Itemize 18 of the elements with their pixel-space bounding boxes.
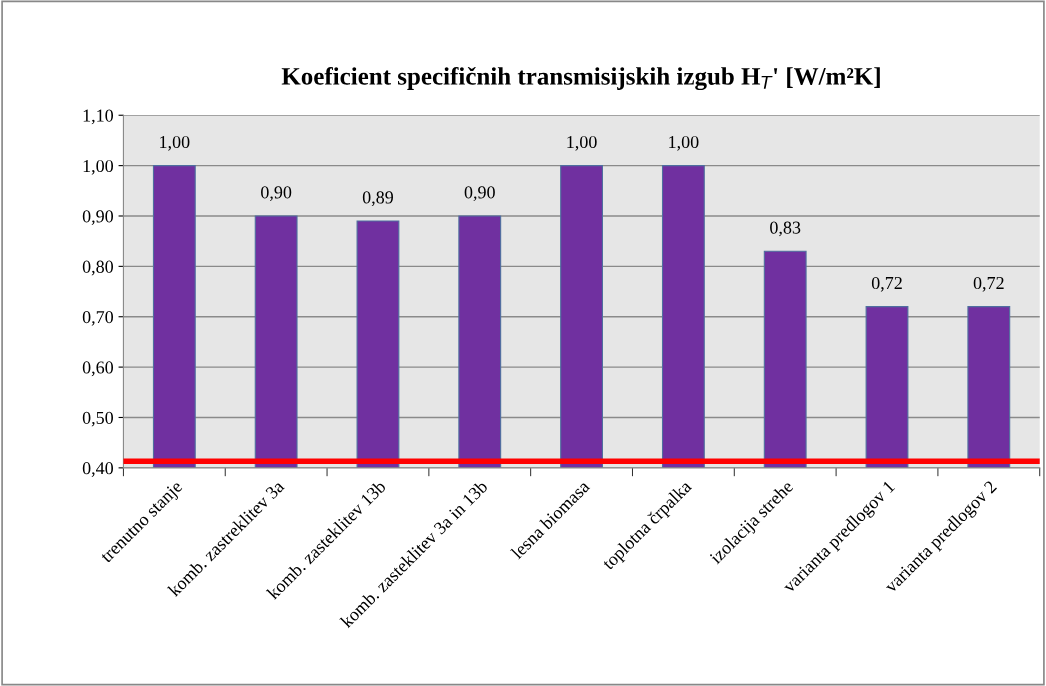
data-label: 0,90 xyxy=(261,186,292,202)
y-tick-label: 0,90 xyxy=(82,210,114,226)
y-tick-label: 0,70 xyxy=(82,310,114,326)
data-label: 0,89 xyxy=(362,191,394,207)
data-label: 1,00 xyxy=(669,135,699,151)
chart-title: Koeficient specifičnih transmisijskih izgub H$_{T}$' [W/m²K] xyxy=(281,66,880,91)
y-tick-label: 1,00 xyxy=(83,159,114,175)
data-label: 1,00 xyxy=(567,135,597,151)
y-tick-label: 0,60 xyxy=(82,361,114,377)
y-tick-label: 0,80 xyxy=(82,260,114,276)
y-tick-label: 0,50 xyxy=(82,411,114,427)
data-label: 1,00 xyxy=(160,135,190,151)
data-label: 0,90 xyxy=(464,186,495,202)
data-label: 0,72 xyxy=(973,276,1004,292)
data-label: 0,72 xyxy=(871,276,902,292)
y-tick-label: 1,10 xyxy=(83,109,114,125)
data-label: 0,83 xyxy=(770,221,801,237)
y-tick-label: 0,40 xyxy=(82,462,114,477)
